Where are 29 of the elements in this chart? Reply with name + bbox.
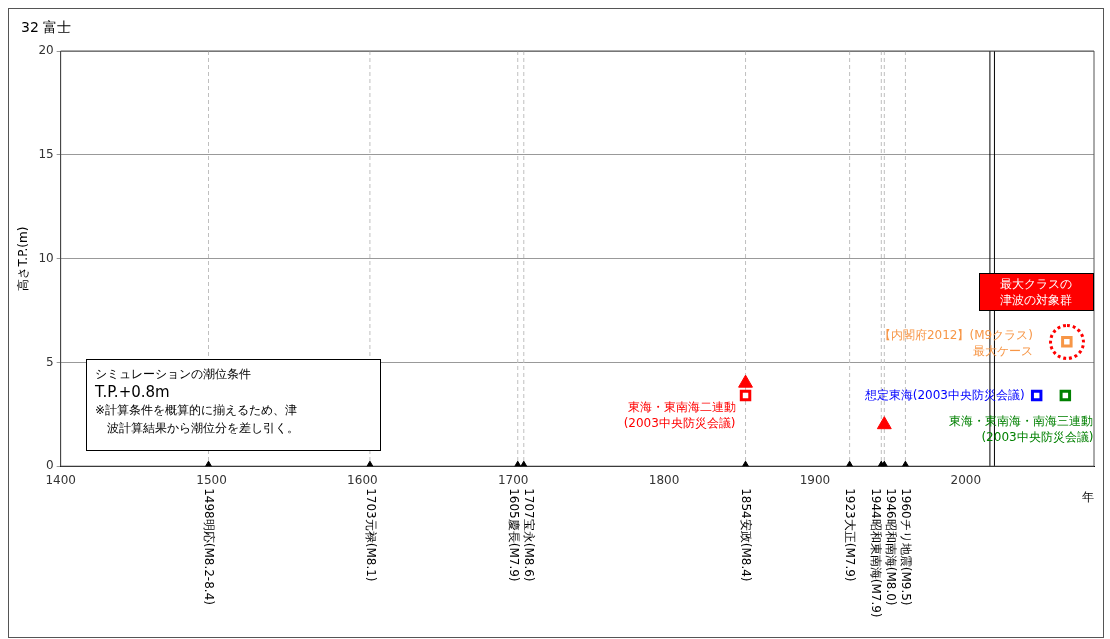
y-tick-label: 5 [46, 354, 54, 369]
ref-line-label: 1923大正(M7.9) [843, 488, 858, 582]
chart-title: 32 富士 [21, 19, 72, 37]
y-tick-label: 10 [38, 250, 54, 265]
ref-line-label: 1960チリ地震(M9.5) [899, 488, 914, 606]
x-tick-label: 1900 [799, 472, 831, 487]
x-tick-label: 1600 [347, 472, 378, 487]
series-label: 東海・東南海二連動 (2003中央防災会議) [623, 399, 736, 430]
x-tick-label: 1500 [196, 472, 227, 487]
ref-line-label: 1944昭和東南海(M7.9) [869, 488, 884, 618]
x-tick-label: 2000 [950, 472, 982, 487]
y-axis-title: 高さT.P.(m) [16, 226, 31, 291]
annotation: 最大クラスの津波の対象群 [999, 276, 1073, 308]
y-tick-label: 0 [46, 458, 54, 473]
ref-line-label: 1946昭和南海(M8.0) [884, 488, 899, 606]
ref-line-label: 1707宝永(M8.6) [522, 488, 537, 582]
ref-line-label: 1605慶長(M7.9) [507, 488, 522, 582]
ref-line-label: 1703元禄(M8.1) [363, 488, 378, 582]
ref-line-label: 1498明応(M8.2-8.4) [202, 488, 217, 605]
annotation: ※計算条件を概算的に揃えるため、津波計算結果から潮位分を差し引く。 [95, 402, 300, 437]
x-axis-title: 年 [1082, 489, 1094, 504]
ref-line-label: 1854安政(M8.4) [739, 488, 754, 582]
x-tick-label: 1400 [45, 472, 76, 487]
annotation: シミュレーションの潮位条件 [95, 366, 252, 383]
annotation: T.P.+0.8m [95, 383, 171, 401]
y-tick-label: 20 [38, 43, 54, 58]
y-tick-label: 15 [38, 146, 54, 161]
x-tick-label: 1800 [648, 472, 680, 487]
x-tick-label: 1700 [497, 472, 529, 487]
